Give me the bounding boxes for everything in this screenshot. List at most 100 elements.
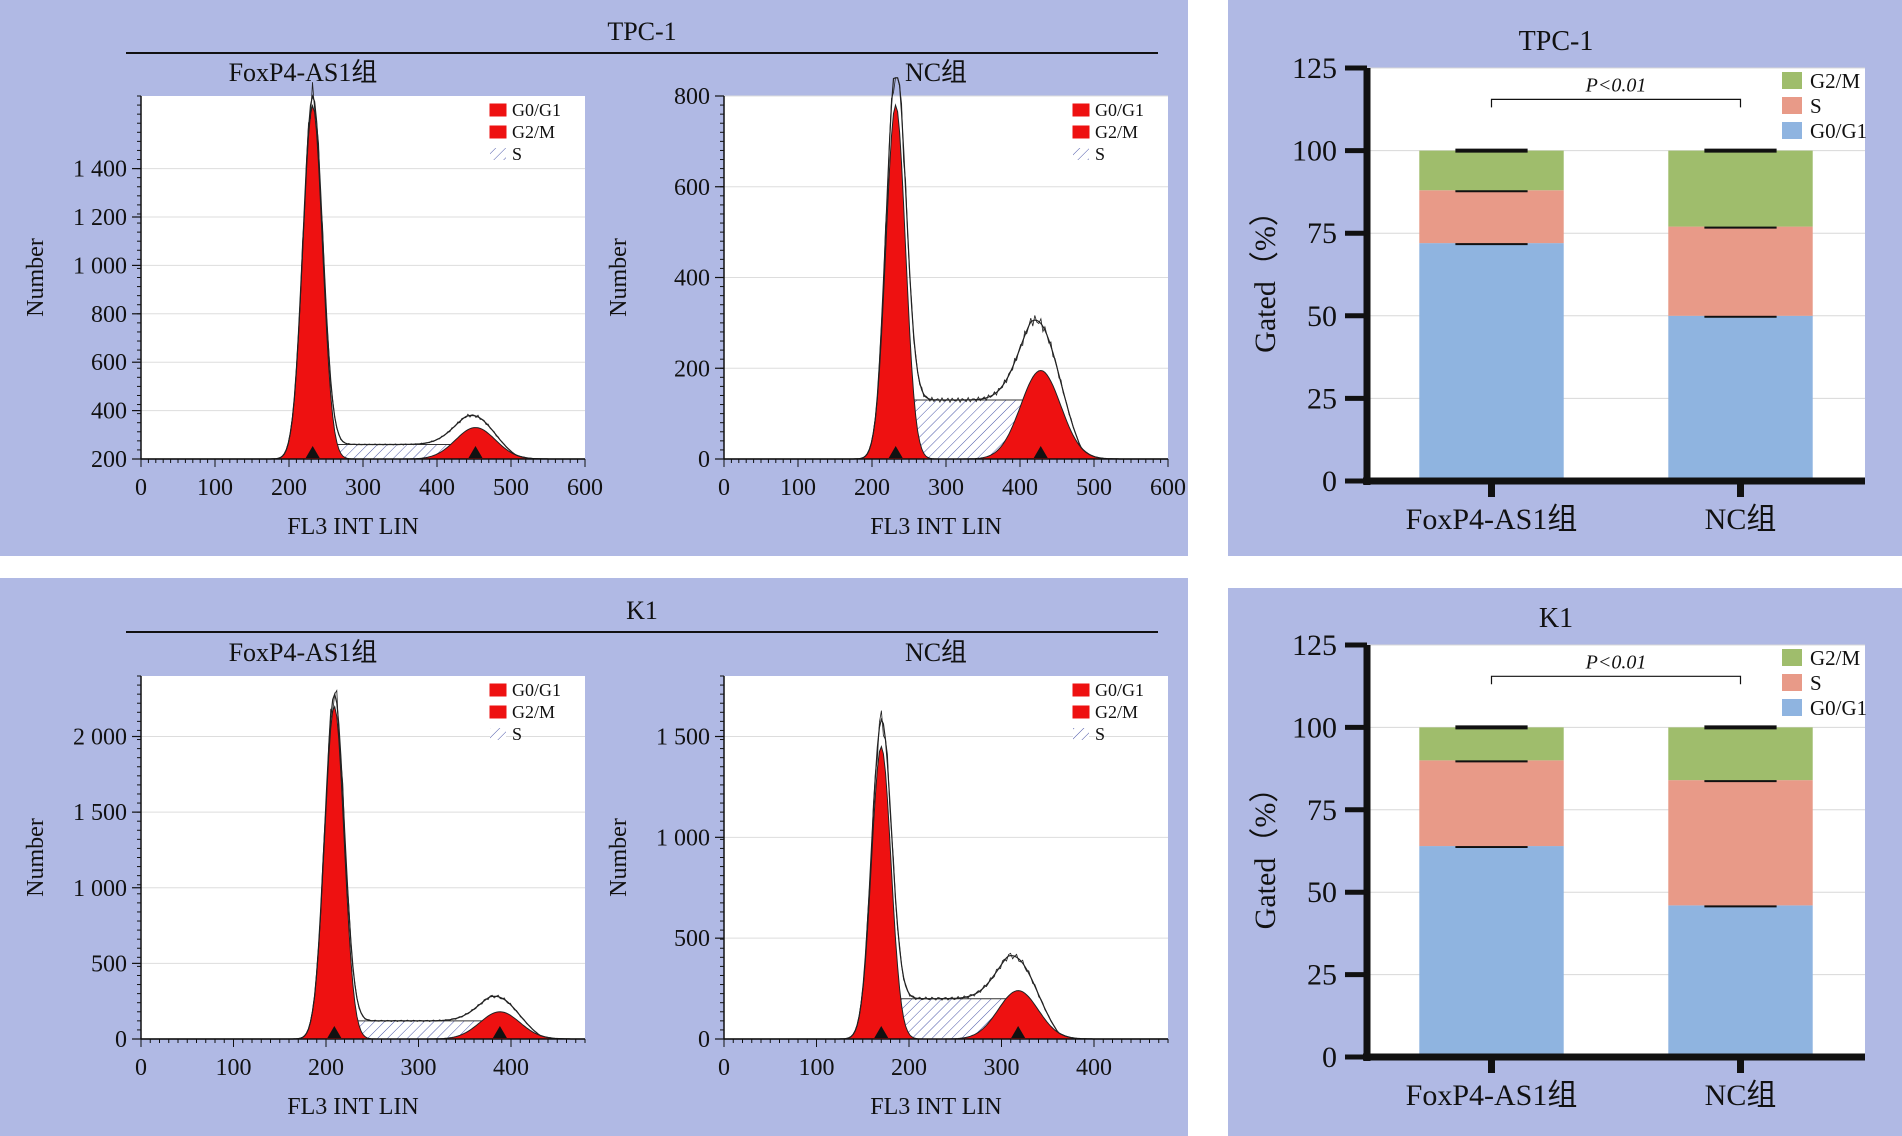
peak-marker-triangle xyxy=(1033,446,1048,458)
x-tick-label: 200 xyxy=(891,1055,927,1081)
x-tick-label: 600 xyxy=(1150,475,1186,501)
peak-marker-triangle xyxy=(327,1026,342,1038)
bar-g1-segment xyxy=(1419,846,1564,1057)
x-tick-label: 0 xyxy=(135,475,147,501)
y-tick-label: 400 xyxy=(674,266,710,292)
peak-marker-triangle xyxy=(305,446,320,458)
x-tick-label: 500 xyxy=(1076,475,1112,501)
legend-label: G2/M xyxy=(1095,122,1138,142)
legend-label: G0/G1 xyxy=(1810,119,1867,143)
x-tick-label: 200 xyxy=(271,475,307,501)
x-tick-label: 100 xyxy=(197,475,233,501)
significance-bracket xyxy=(1490,675,1742,685)
legend-swatch xyxy=(489,705,507,719)
x-tick-label: 200 xyxy=(854,475,890,501)
y-tick-label: 500 xyxy=(91,951,127,977)
peak-marker-triangle xyxy=(468,446,483,458)
x-tick-label: 400 xyxy=(419,475,455,501)
legend-label: G0/G1 xyxy=(512,680,561,700)
x-tick-label: 200 xyxy=(308,1055,344,1081)
y-axis-label: Gated（%） xyxy=(1249,196,1282,353)
y-tick-label: 125 xyxy=(1292,629,1337,662)
legend-label: S xyxy=(512,724,522,744)
x-tick-label: 100 xyxy=(780,475,816,501)
k1-panel-title: K1 xyxy=(626,596,658,625)
bar-chart-1: FoxP4-AS1组 NC组 P<0.01 0 25 50 75 100 125 G2/MSG0/… xyxy=(1249,603,1867,1112)
bar-g2m-segment xyxy=(1668,150,1813,227)
bar-g2m-segment xyxy=(1419,150,1564,191)
histogram-title: FoxP4-AS1组 xyxy=(229,58,378,87)
peak-marker-triangle xyxy=(874,1026,889,1038)
y-tick-label: 100 xyxy=(1292,135,1337,168)
x-tick-label: 0 xyxy=(135,1055,147,1081)
peak-marker-triangle xyxy=(888,446,903,458)
legend-label: S xyxy=(1810,94,1822,118)
legend-swatch xyxy=(489,683,507,697)
legend-label: S xyxy=(512,144,522,164)
plot-area xyxy=(141,96,585,459)
y-tick-label: 100 xyxy=(1292,711,1337,744)
y-tick-label: 600 xyxy=(674,175,710,201)
legend-swatch xyxy=(490,728,506,740)
y-tick-label: 1 500 xyxy=(73,800,127,826)
bar-s-segment xyxy=(1668,780,1813,906)
legend-label: G2/M xyxy=(1810,646,1861,670)
tpc1-panel-title: TPC-1 xyxy=(607,17,676,46)
legend-swatch xyxy=(1072,705,1090,719)
y-tick-label: 500 xyxy=(674,926,710,952)
bar-g1-segment xyxy=(1668,315,1813,481)
bar-chart-0: FoxP4-AS1组 NC组 P<0.01 0 25 50 75 100 125 G2/MSG0/… xyxy=(1249,26,1867,536)
x-tick-label: 400 xyxy=(1002,475,1038,501)
x-axis-label: FL3 INT LIN xyxy=(287,1094,419,1120)
legend-label: G0/G1 xyxy=(1810,696,1867,720)
legend-swatch xyxy=(1072,103,1090,117)
legend-label: G2/M xyxy=(1810,69,1861,93)
y-tick-label: 0 xyxy=(1322,1041,1337,1074)
y-tick-label: 800 xyxy=(674,84,710,110)
legend-swatch xyxy=(1073,148,1089,160)
legend-label: G2/M xyxy=(1095,702,1138,722)
histogram-1: 0 100 200 300 400 500 600 0 200 400 600 800 G0/G1G2/… xyxy=(606,58,1186,540)
y-tick-label: 0 xyxy=(698,447,710,473)
x-tick-label: 600 xyxy=(567,475,603,501)
y-tick-label: 600 xyxy=(91,350,127,376)
y-tick-label: 50 xyxy=(1307,300,1337,333)
x-tick-label: 400 xyxy=(1076,1055,1112,1081)
histogram-0: 0 100 200 300 400 500 600 200 400 600 800 1 000 1 20… xyxy=(23,58,603,540)
legend-swatch-g2m xyxy=(1782,649,1802,666)
bar-chart-title: K1 xyxy=(1539,603,1573,634)
x-tick-label: 300 xyxy=(401,1055,437,1081)
x-tick-label: 300 xyxy=(984,1055,1020,1081)
y-axis-label: Gated（%） xyxy=(1249,773,1282,930)
y-axis-label: Number xyxy=(606,238,632,317)
y-tick-label: 75 xyxy=(1307,794,1337,827)
histogram-title: NC组 xyxy=(905,58,967,87)
y-tick-label: 125 xyxy=(1292,52,1337,85)
x-tick-label: 0 xyxy=(718,1055,730,1081)
y-tick-label: 0 xyxy=(115,1027,127,1053)
legend-swatch xyxy=(1073,728,1089,740)
y-tick-label: 1 400 xyxy=(73,157,127,183)
y-tick-label: 1 200 xyxy=(73,205,127,231)
legend-swatch-s xyxy=(1782,674,1802,691)
legend-swatch xyxy=(1072,683,1090,697)
legend-swatch xyxy=(490,148,506,160)
p-value-annotation: P<0.01 xyxy=(1585,74,1647,96)
peak-marker-triangle xyxy=(1011,1026,1026,1038)
x-tick-label: 500 xyxy=(493,475,529,501)
y-tick-label: 0 xyxy=(698,1027,710,1053)
bar-g2m-segment xyxy=(1419,727,1564,761)
legend-label: G0/G1 xyxy=(1095,100,1144,120)
histogram-title: FoxP4-AS1组 xyxy=(229,638,378,667)
x-tick-label: NC组 xyxy=(1705,503,1777,536)
y-axis-label: Number xyxy=(606,818,632,897)
x-tick-label: FoxP4-AS1组 xyxy=(1406,503,1578,536)
legend-swatch-g1 xyxy=(1782,699,1802,716)
y-tick-label: 1 000 xyxy=(73,876,127,902)
y-axis-label: Number xyxy=(23,238,49,317)
bar-chart-title: TPC-1 xyxy=(1519,26,1594,57)
y-axis-label: Number xyxy=(23,818,49,897)
legend-label: S xyxy=(1095,144,1105,164)
legend-swatch xyxy=(489,125,507,139)
